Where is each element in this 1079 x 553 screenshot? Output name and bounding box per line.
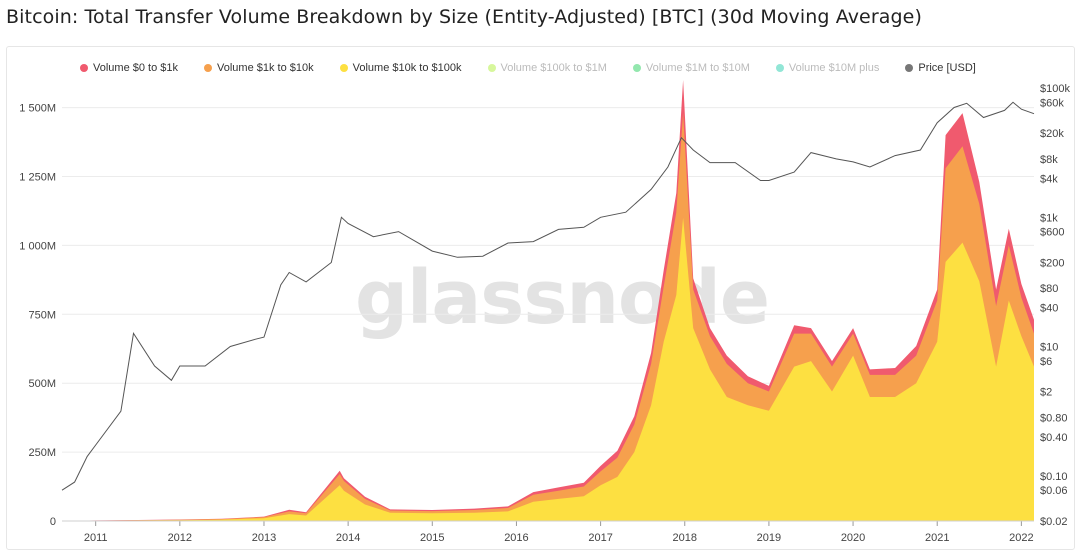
y-right-tick-label: $20k [1040, 128, 1064, 140]
x-tick-label: 2016 [504, 532, 528, 544]
legend-label: Volume $1k to $10k [217, 62, 314, 74]
legend-label: Volume $100k to $1M [500, 62, 607, 74]
x-tick-label: 2012 [168, 532, 192, 544]
x-tick-label: 2018 [673, 532, 697, 544]
legend-label: Volume $10M plus [788, 62, 880, 74]
x-tick-label: 2022 [1009, 532, 1033, 544]
legend-item-0[interactable]: Volume $0 to $1k [80, 60, 178, 76]
y-right-tick-label: $40 [1040, 303, 1058, 315]
x-tick-label: 2020 [841, 532, 865, 544]
y-right-tick-label: $1k [1040, 212, 1058, 224]
x-tick-label: 2017 [588, 532, 612, 544]
y-right-tick-label: $2 [1040, 387, 1052, 399]
legend-item-1[interactable]: Volume $1k to $10k [204, 60, 314, 76]
legend-item-5[interactable]: Volume $10M plus [775, 60, 880, 76]
y-right-tick-label: $4k [1040, 173, 1058, 185]
legend-dot-icon [905, 64, 914, 72]
x-tick-label: 2015 [420, 532, 444, 544]
legend-item-4[interactable]: Volume $1M to $10M [632, 60, 750, 76]
y-tick-label: 1 500M [19, 103, 56, 115]
x-tick-label: 2013 [252, 532, 276, 544]
legend-label: Volume $1M to $10M [645, 62, 750, 74]
y-tick-label: 0 [50, 516, 56, 528]
page-title: Bitcoin: Total Transfer Volume Breakdown… [6, 6, 922, 28]
legend-label: Volume $0 to $1k [93, 62, 179, 74]
y-right-tick-label: $0.06 [1040, 485, 1068, 497]
legend-dot-icon [80, 64, 88, 72]
y-right-tick-label: $60k [1040, 97, 1064, 109]
x-tick-label: 2021 [925, 532, 949, 544]
y-right-tick-label: $10 [1040, 342, 1058, 354]
legend-item-6[interactable]: Price [USD] [905, 60, 976, 76]
legend-dot-icon [204, 64, 213, 72]
legend-item-2[interactable]: Volume $10k to $100k [339, 60, 462, 76]
legend-dot-icon [632, 64, 641, 72]
y-right-tick-label: $0.02 [1040, 516, 1068, 528]
x-tick-label: 2014 [336, 532, 360, 544]
x-tick-label: 2019 [757, 532, 781, 544]
y-right-tick-label: $0.80 [1040, 412, 1068, 424]
y-right-tick-label: $8k [1040, 154, 1058, 166]
legend-item-3[interactable]: Volume $100k to $1M [487, 60, 607, 76]
legend-label: Price [USD] [918, 62, 976, 74]
y-tick-label: 750M [28, 309, 56, 321]
y-tick-label: 1 000M [19, 240, 56, 252]
chart-legend: Volume $0 to $1k Volume $1k to $10k Volume… [80, 60, 1070, 76]
y-right-tick-label: $6 [1040, 356, 1052, 368]
x-tick-label: 2011 [84, 532, 108, 544]
y-right-tick-label: $100k [1040, 83, 1070, 95]
y-right-tick-label: $200 [1040, 257, 1064, 269]
price-line [61, 101, 1035, 491]
y-right-tick-label: $600 [1040, 227, 1064, 239]
area-series-0 [62, 217, 1034, 522]
legend-dot-icon [775, 64, 784, 72]
y-right-tick-label: $0.40 [1040, 432, 1068, 444]
legend-dot-icon [487, 64, 496, 72]
legend-dot-icon [339, 64, 348, 72]
y-tick-label: 250M [28, 447, 56, 459]
y-tick-label: 500M [28, 378, 56, 390]
y-tick-label: 1 250M [19, 171, 56, 183]
y-right-tick-label: $0.10 [1040, 471, 1068, 483]
y-right-tick-label: $80 [1040, 283, 1058, 295]
legend-label: Volume $10k to $100k [352, 62, 462, 74]
